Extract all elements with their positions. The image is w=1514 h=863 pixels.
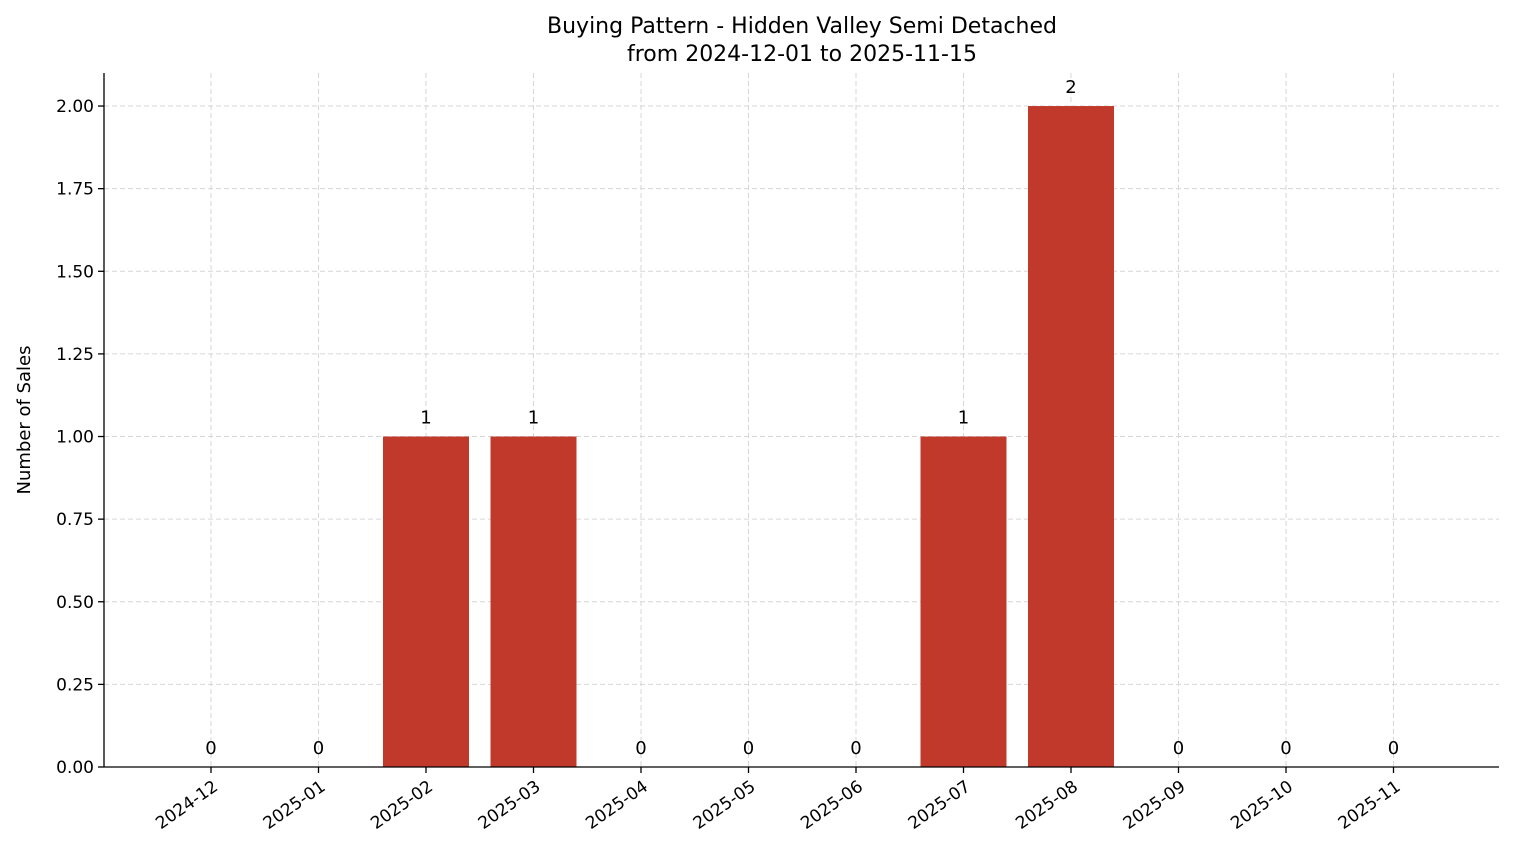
- bar-value-label: 0: [1388, 738, 1399, 759]
- bar-2025-08: [1028, 106, 1114, 768]
- x-tick-label: 2025-02: [367, 777, 437, 834]
- x-tick-label: 2025-07: [905, 777, 975, 834]
- bar-value-label: 1: [420, 408, 431, 429]
- y-tick-label: 0.50: [56, 593, 94, 613]
- y-tick-label: 0.00: [56, 758, 94, 778]
- data-labels: 0 0 1 1 0 0 0 1 2 0 0 0: [205, 77, 1399, 759]
- bar-value-label: 0: [205, 738, 216, 759]
- x-tick-label: 2025-05: [690, 777, 760, 834]
- x-tick-label: 2024-12: [152, 777, 222, 834]
- y-tick-label: 1.50: [56, 262, 94, 282]
- x-axis: 2024-12 2025-01 2025-02 2025-03 2025-04 2025-…: [152, 767, 1404, 834]
- y-tick-label: 1.25: [56, 345, 94, 365]
- chart-title: Buying Pattern - Hidden Valley Semi Deta…: [547, 14, 1057, 39]
- bar-value-label: 2: [1065, 77, 1076, 98]
- chart-subtitle: from 2024-12-01 to 2025-11-15: [627, 42, 977, 67]
- bar-value-label: 0: [1173, 738, 1184, 759]
- x-tick-label: 2025-06: [797, 777, 867, 834]
- y-tick-label: 1.00: [56, 428, 94, 448]
- y-axis: 0.00 0.25 0.50 0.75 1.00 1.25 1.50 1.75 2.00: [56, 97, 104, 778]
- bar-value-label: 0: [635, 738, 646, 759]
- x-tick-label: 2025-11: [1335, 777, 1405, 834]
- x-tick-label: 2025-09: [1120, 777, 1190, 834]
- bar-value-label: 0: [743, 738, 754, 759]
- x-tick-label: 2025-08: [1012, 777, 1082, 834]
- bar-value-label: 1: [528, 408, 539, 429]
- x-tick-label: 2025-01: [260, 777, 330, 834]
- bars: [383, 106, 1114, 768]
- y-tick-label: 1.75: [56, 180, 94, 200]
- bar-value-label: 1: [958, 408, 969, 429]
- x-tick-label: 2025-03: [475, 777, 545, 834]
- y-tick-label: 0.25: [56, 675, 94, 695]
- bar-2025-03: [490, 436, 577, 767]
- bar-2025-02: [383, 436, 469, 767]
- bar-value-label: 0: [313, 738, 324, 759]
- x-tick-label: 2025-04: [582, 777, 652, 834]
- bar-value-label: 0: [1280, 738, 1291, 759]
- grid: [104, 73, 1499, 768]
- y-tick-label: 0.75: [56, 510, 94, 530]
- bar-2025-07: [920, 436, 1007, 767]
- y-axis-label: Number of Sales: [14, 345, 35, 494]
- y-tick-label: 2.00: [56, 97, 94, 117]
- x-tick-label: 2025-10: [1227, 777, 1297, 834]
- bar-value-label: 0: [850, 738, 861, 759]
